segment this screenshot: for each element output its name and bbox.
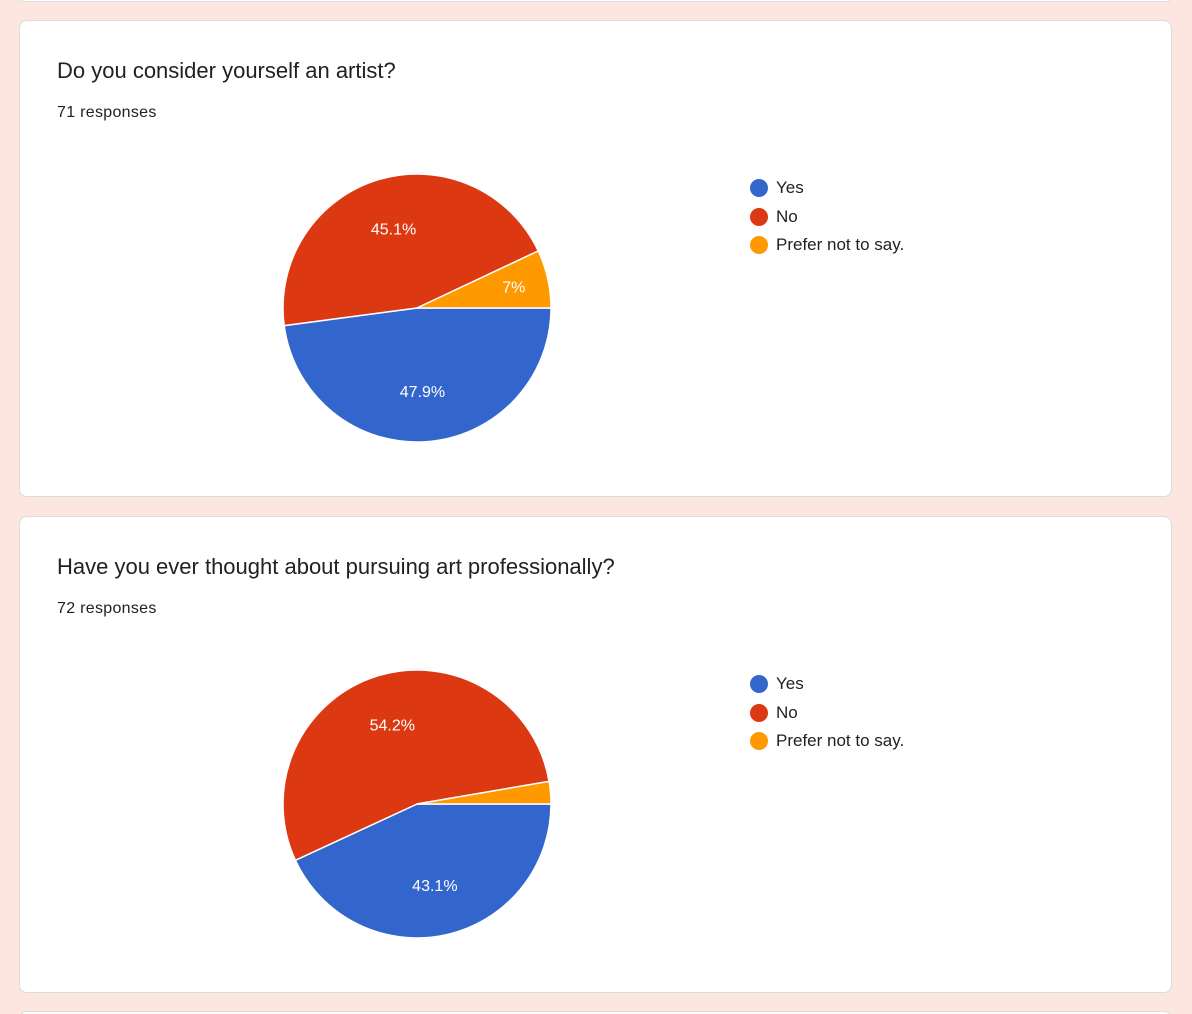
legend-label: Yes [776, 674, 804, 694]
legend-label: No [776, 206, 798, 226]
pie-slice-label: 47.9% [400, 384, 445, 401]
legend-item-prefer-not-to-say[interactable]: Prefer not to say. [750, 727, 904, 756]
question-card-artist: Do you consider yourself an artist? 71 r… [19, 20, 1172, 497]
question-title: Have you ever thought about pursuing art… [57, 554, 615, 579]
pie-slice-yes[interactable] [294, 803, 552, 939]
response-count: 71 responses [57, 104, 157, 121]
legend-dot-icon [750, 179, 768, 198]
pie-chart[interactable]: 47.9% 45.1% 7% [281, 172, 553, 444]
pie-slice-no[interactable] [282, 669, 550, 862]
question-title: Do you consider yourself an artist? [57, 58, 396, 83]
legend-item-yes[interactable]: Yes [750, 174, 904, 203]
legend-dot-icon [750, 675, 768, 694]
response-count: 72 responses [57, 600, 157, 617]
pie-slice-prefer-not-to-say[interactable] [416, 780, 552, 805]
legend-item-yes[interactable]: Yes [750, 670, 904, 699]
legend-label: Prefer not to say. [776, 235, 905, 255]
pie-slice-yes[interactable] [283, 307, 552, 443]
pie-slice-label: 45.1% [371, 221, 416, 238]
pie-slice-label: 7% [502, 279, 525, 296]
pie-chart[interactable]: 43.1% 54.2% [281, 668, 553, 940]
pie-slice-prefer-not-to-say[interactable] [416, 249, 552, 309]
chart-legend: Yes No Prefer not to say. [750, 174, 904, 260]
legend-item-no[interactable]: No [750, 699, 904, 728]
legend-label: No [776, 702, 798, 722]
legend-dot-icon [750, 703, 768, 722]
legend-item-prefer-not-to-say[interactable]: Prefer not to say. [750, 231, 904, 260]
chart-legend: Yes No Prefer not to say. [750, 670, 904, 756]
legend-label: Yes [776, 178, 804, 198]
legend-item-no[interactable]: No [750, 203, 904, 232]
pie-slice-no[interactable] [282, 173, 540, 327]
pie-slice-label: 43.1% [412, 878, 457, 895]
legend-dot-icon [750, 732, 768, 751]
pie-slice-label: 54.2% [370, 718, 415, 735]
legend-label: Prefer not to say. [776, 731, 905, 751]
legend-dot-icon [750, 207, 768, 226]
question-card-pursuing-art: Have you ever thought about pursuing art… [19, 516, 1172, 993]
previous-question-card [19, 0, 1172, 2]
legend-dot-icon [750, 236, 768, 255]
